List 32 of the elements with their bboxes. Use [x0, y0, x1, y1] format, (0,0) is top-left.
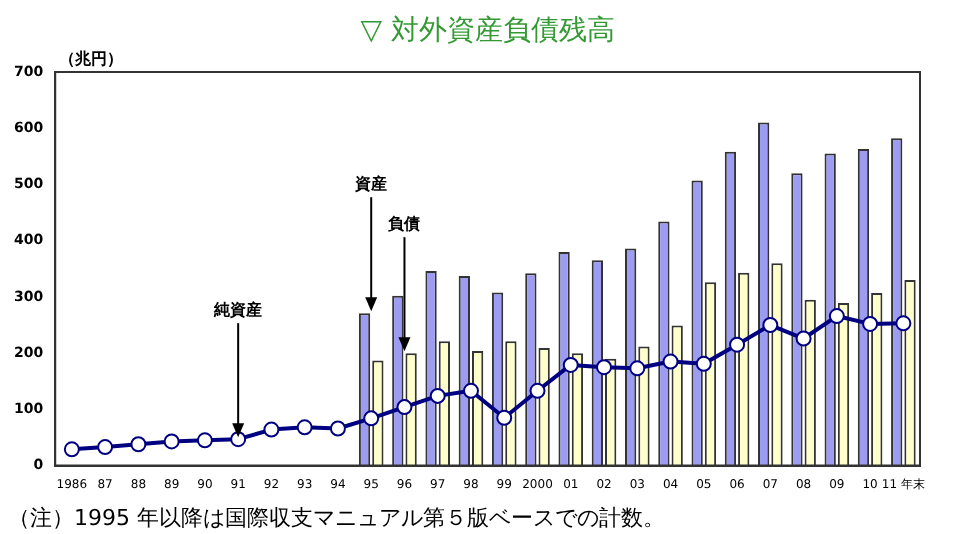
annotation: 負債 — [388, 215, 421, 234]
point — [529, 382, 546, 399]
point — [795, 330, 812, 347]
annotation: 資産 — [353, 173, 388, 194]
point — [662, 353, 679, 370]
point — [196, 432, 213, 449]
annotation: 純資産 — [212, 299, 263, 320]
point — [862, 315, 879, 332]
point — [695, 355, 712, 372]
point — [562, 356, 579, 373]
point — [130, 436, 147, 453]
point — [329, 420, 346, 437]
point — [429, 387, 446, 404]
point — [496, 409, 513, 426]
point — [762, 317, 779, 334]
point — [163, 433, 180, 450]
point — [596, 359, 613, 376]
point — [729, 336, 746, 353]
point — [462, 382, 479, 399]
text: （注）1995 年以降は国際収支マニュアル第５版ベースでの計数。 — [8, 504, 665, 531]
point — [230, 431, 247, 448]
y-axis-title: （兆円） — [59, 50, 124, 69]
point — [629, 360, 646, 377]
point — [63, 441, 80, 458]
point — [396, 399, 413, 416]
point — [263, 421, 280, 438]
point — [828, 308, 845, 325]
point — [363, 410, 380, 427]
chart-title: ▽ 対外資産負債残高 — [360, 15, 615, 48]
point — [296, 419, 313, 436]
point — [895, 315, 912, 332]
point — [97, 439, 114, 456]
